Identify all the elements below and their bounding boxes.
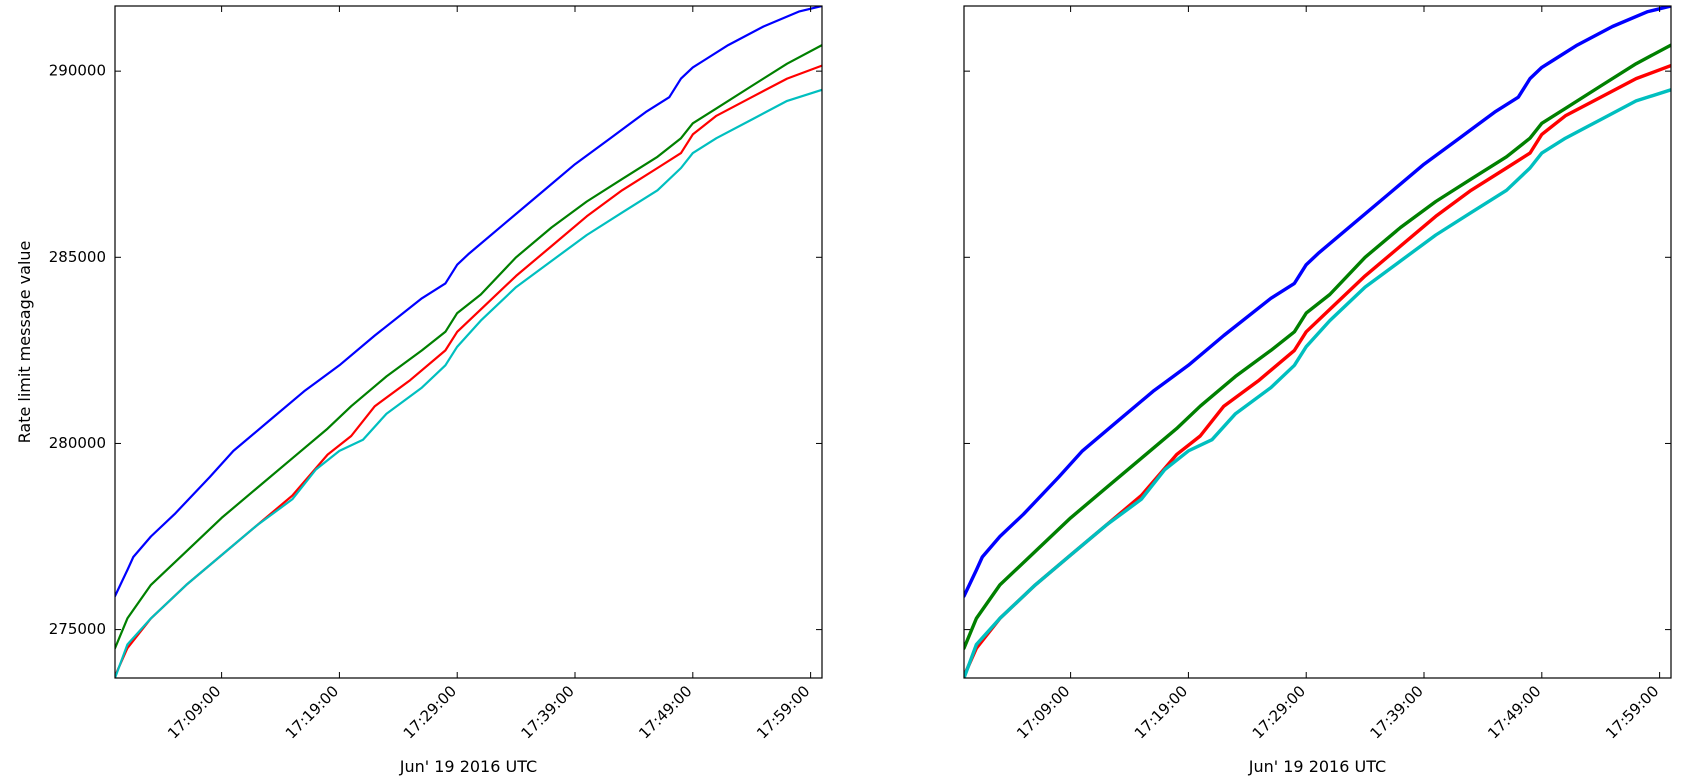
series-line-4 (115, 88, 822, 678)
chart-panel-right: 17:09:00 17:19:00 17:29:00 17:39:00 17:49:00… (963, 5, 1672, 776)
x-tick-label: 17:29:00 (400, 682, 460, 742)
chart-panel-left: 275000 280000 285000 290000 17:09:00 17:19:00… (15, 5, 823, 776)
series-line-3 (115, 64, 822, 678)
plot-frame (114, 5, 823, 679)
x-tick-label: 17:19:00 (282, 682, 342, 742)
x-tick-label: 17:59:00 (753, 682, 813, 742)
series-line-1 (964, 6, 1671, 598)
series-group (115, 6, 822, 678)
x-axis-label: Jun' 19 2016 UTC (399, 757, 537, 776)
y-tick-label: 275000 (49, 620, 106, 638)
x-tick-label: 17:49:00 (635, 682, 695, 742)
x-tick-label: 17:59:00 (1602, 682, 1662, 742)
x-tick-label: 17:29:00 (1249, 682, 1309, 742)
x-tick-label: 17:49:00 (1484, 682, 1544, 742)
series-line-3 (964, 63, 1671, 678)
series-line-4 (964, 88, 1671, 678)
plot-frame (963, 5, 1672, 679)
series-line-1 (115, 6, 822, 598)
y-axis-label: Rate limit message value (15, 241, 34, 444)
x-tick-label: 17:09:00 (164, 682, 224, 742)
x-tick-label: 17:19:00 (1131, 682, 1191, 742)
series-line-2 (115, 43, 822, 650)
y-tick-label: 285000 (49, 248, 106, 266)
series-group (964, 6, 1671, 678)
x-tick-label: 17:39:00 (1366, 682, 1426, 742)
x-tick-label: 17:39:00 (517, 682, 577, 742)
x-axis-label: Jun' 19 2016 UTC (1248, 757, 1386, 776)
x-tick-label: 17:09:00 (1013, 682, 1073, 742)
series-line-2 (964, 43, 1671, 650)
y-tick-label: 280000 (49, 434, 106, 452)
y-tick-label: 290000 (49, 62, 106, 80)
